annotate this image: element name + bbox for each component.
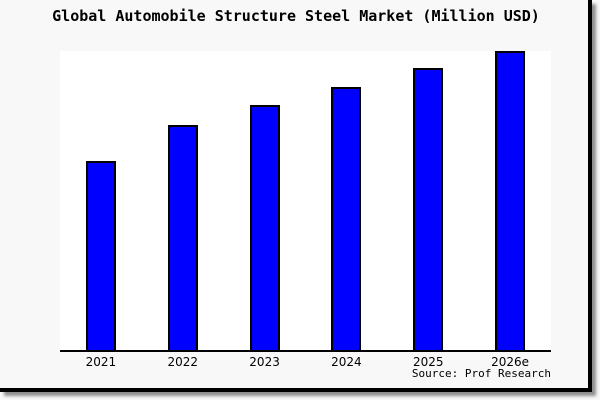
plot-area (60, 51, 551, 352)
bar-2023 (249, 105, 280, 350)
x-tick-label-2026e: 2026e (491, 355, 530, 369)
chart-sheet: Global Automobile Structure Steel Market… (0, 0, 592, 392)
x-tick-label-2024: 2024 (331, 355, 362, 369)
source-note: Source: Prof Research (411, 367, 551, 380)
bar-slot (142, 51, 224, 350)
x-tick-label-2025: 2025 (412, 355, 444, 369)
bar-slot (469, 51, 551, 350)
bar-slot (224, 51, 306, 350)
bar-2022 (167, 125, 198, 350)
x-tick-label-2021: 2021 (85, 355, 117, 369)
chart-title: Global Automobile Structure Steel Market… (52, 7, 540, 25)
bar-2024 (331, 87, 362, 350)
bar-2026e (495, 51, 526, 350)
bar-slot (305, 51, 387, 350)
bar-2021 (85, 161, 116, 350)
x-tick-label-2023: 2023 (249, 355, 280, 369)
x-axis-labels: 2021 2022 2023 2024 2025 2026e (60, 355, 551, 369)
bar-slot (387, 51, 469, 350)
bar-2025 (413, 68, 444, 350)
x-tick-label-2022: 2022 (167, 355, 199, 369)
bar-slot (60, 51, 142, 350)
